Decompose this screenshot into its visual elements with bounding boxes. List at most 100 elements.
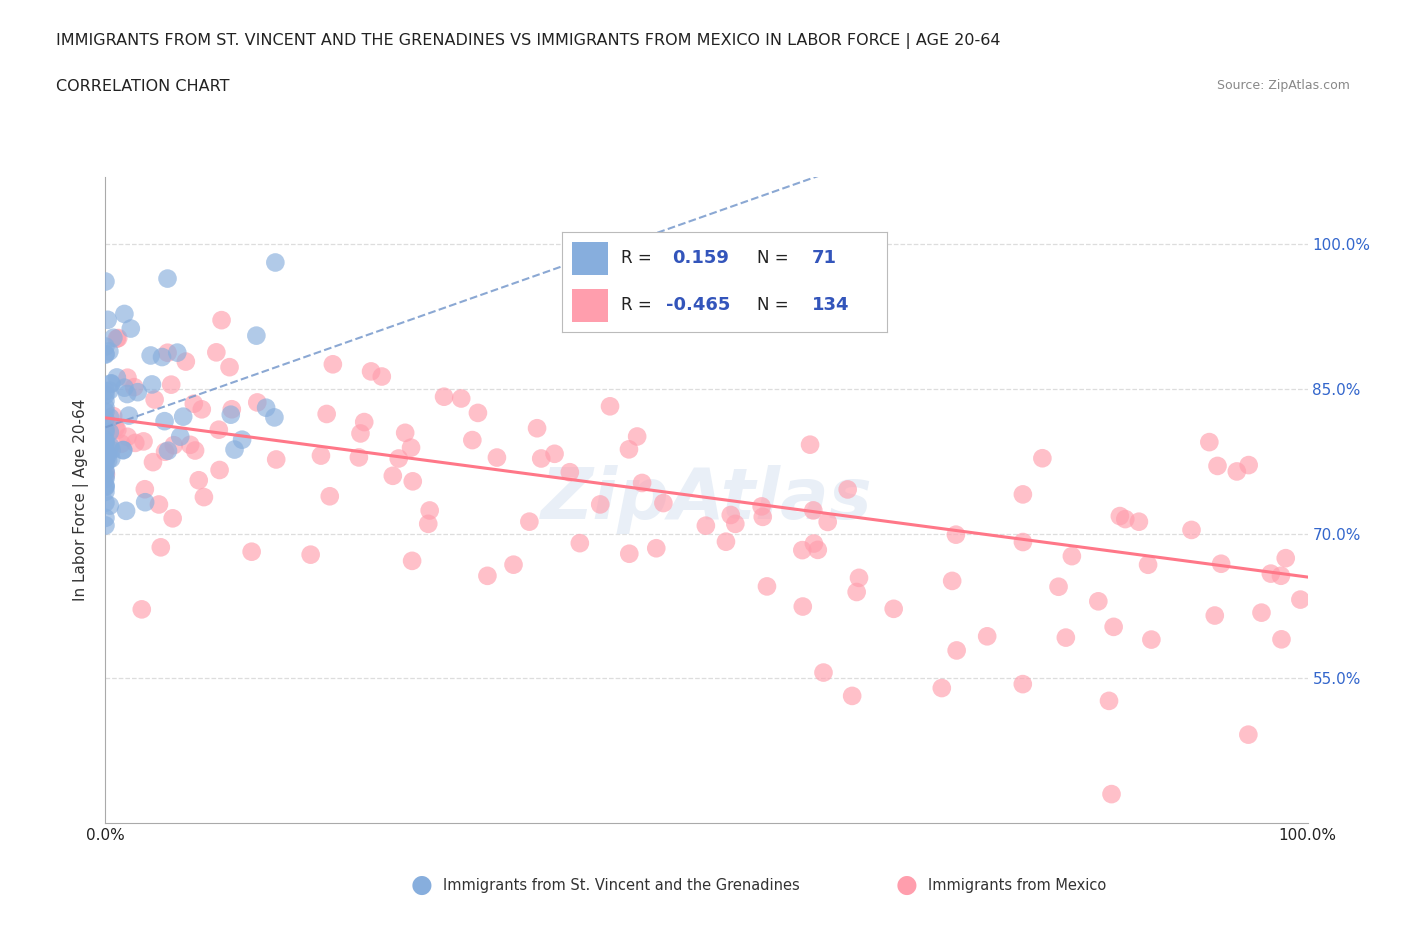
Point: [631, 475, 654, 490]
Point: [381, 469, 404, 484]
Point: [103, 408, 125, 423]
Text: Immigrants from St. Vincent and the Grenadines: Immigrants from St. Vincent and the Gren…: [443, 878, 800, 893]
Point: [94, 465, 117, 480]
Point: [360, 364, 382, 379]
Point: [568, 536, 591, 551]
Point: [347, 450, 370, 465]
Point: [132, 434, 155, 449]
Point: [120, 321, 142, 336]
Point: [148, 497, 170, 512]
Point: [117, 430, 139, 445]
Point: [117, 370, 139, 385]
Point: [401, 553, 423, 568]
Point: [883, 602, 905, 617]
Point: [105, 331, 128, 346]
Point: [599, 399, 621, 414]
Point: [218, 360, 240, 375]
Point: [1204, 608, 1226, 623]
Point: [1237, 727, 1260, 742]
Point: [224, 442, 246, 457]
Point: [169, 429, 191, 444]
Point: [714, 534, 737, 549]
Point: [1087, 594, 1109, 609]
Point: [617, 442, 640, 457]
Point: [110, 436, 132, 451]
Point: [231, 432, 253, 447]
Point: [172, 409, 194, 424]
Point: [246, 395, 269, 410]
Point: [1108, 509, 1130, 524]
Point: [94, 469, 117, 484]
Point: [94, 472, 117, 486]
Point: [1060, 549, 1083, 564]
Point: [160, 378, 183, 392]
Point: [221, 402, 243, 417]
Point: [94, 456, 117, 471]
Point: [353, 415, 375, 430]
Point: [801, 503, 824, 518]
Point: [1098, 694, 1121, 709]
Point: [98, 344, 121, 359]
Point: [941, 574, 963, 589]
Point: [94, 405, 117, 419]
Point: [94, 339, 117, 354]
Point: [115, 503, 138, 518]
Point: [208, 462, 231, 477]
Point: [402, 474, 425, 489]
Point: [418, 516, 440, 531]
Point: [94, 478, 117, 493]
Point: [807, 542, 830, 557]
Point: [94, 467, 117, 482]
Point: [115, 387, 138, 402]
Point: [149, 540, 172, 555]
Point: [114, 380, 136, 395]
Point: [558, 465, 581, 480]
Point: [100, 451, 122, 466]
Point: [1137, 557, 1160, 572]
Point: [645, 541, 668, 556]
Point: [139, 348, 162, 363]
Point: [813, 665, 835, 680]
Point: [841, 688, 863, 703]
Point: [103, 330, 125, 345]
Point: [322, 357, 344, 372]
Point: [1047, 579, 1070, 594]
Point: [240, 544, 263, 559]
Point: [695, 518, 717, 533]
Point: [118, 408, 141, 423]
Point: [94, 388, 117, 403]
Point: [1012, 487, 1035, 502]
Point: [467, 405, 489, 420]
Point: [112, 307, 135, 322]
Point: [1180, 523, 1202, 538]
Point: [97, 453, 120, 468]
Point: [100, 377, 122, 392]
Point: [134, 482, 156, 497]
Point: [1206, 458, 1229, 473]
Point: [1031, 451, 1053, 466]
Point: [96, 418, 118, 432]
Point: [94, 485, 117, 499]
Point: [127, 385, 149, 400]
Point: [502, 557, 524, 572]
Point: [105, 370, 128, 385]
Point: [1250, 605, 1272, 620]
Point: [94, 384, 117, 399]
Point: [150, 350, 173, 365]
Point: [94, 452, 117, 467]
Point: [720, 508, 742, 523]
Point: [94, 445, 117, 460]
Point: [519, 514, 541, 529]
Text: Source: ZipAtlas.com: Source: ZipAtlas.com: [1216, 79, 1350, 92]
Point: [450, 391, 472, 405]
Point: [461, 432, 484, 447]
Point: [156, 345, 179, 360]
Point: [799, 437, 821, 452]
Point: [264, 255, 287, 270]
Point: [174, 354, 197, 369]
Point: [299, 547, 322, 562]
Point: [945, 527, 967, 542]
Point: [191, 402, 214, 417]
Point: [94, 434, 117, 449]
Point: [94, 518, 117, 533]
